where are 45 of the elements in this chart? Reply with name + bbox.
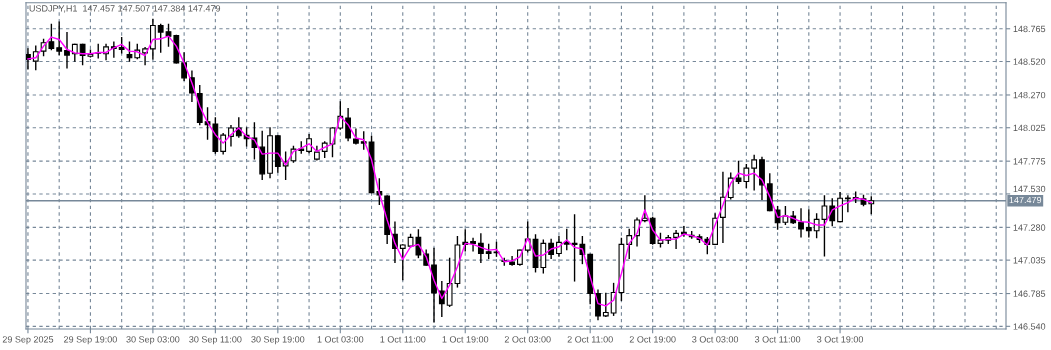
x-tick-label: 1 Oct 11:00 (380, 336, 426, 343)
y-tick-label: 148.520 (1013, 58, 1046, 65)
x-tick-label: 1 Oct 03:00 (317, 336, 364, 343)
y-tick-label: 148.025 (1013, 124, 1046, 132)
candlestick (548, 238, 555, 260)
x-tick-label: 1 Oct 19:00 (442, 336, 489, 343)
candlestick (157, 23, 164, 53)
candlestick (837, 191, 843, 223)
x-tick-label: 3 Oct 19:00 (817, 336, 864, 343)
x-tick-label: 29 Sep 2025 (2, 336, 54, 345)
candlestick (477, 233, 484, 264)
candlestick (805, 209, 812, 238)
candlestick (563, 228, 570, 251)
x-tick-label: 3 Oct 11:00 (754, 336, 801, 343)
candlestick (798, 208, 804, 238)
y-tick-label: 148.765 (1013, 25, 1046, 33)
candlestick (673, 230, 679, 250)
y-tick-label: 147.775 (1013, 158, 1046, 165)
y-tick-label: 147.035 (1013, 257, 1046, 264)
x-tick-label: 30 Sep 11:00 (189, 336, 242, 345)
ref-line-label: 147.479 (1009, 196, 1042, 204)
x-tick-label: 2 Oct 03:00 (504, 336, 551, 343)
candlestick (56, 21, 63, 56)
candlestick (64, 32, 70, 69)
x-tick-label: 2 Oct 19:00 (629, 336, 676, 343)
candlestick (829, 198, 836, 227)
y-tick-label: 148.270 (1013, 91, 1046, 99)
y-tick-label: 146.785 (1013, 290, 1046, 297)
x-tick-label: 3 Oct 03:00 (692, 336, 739, 343)
candlestick (470, 237, 476, 252)
candlestick (126, 41, 133, 62)
candlestick (602, 292, 609, 317)
candlestick (181, 52, 188, 81)
y-tick-label: 146.540 (1013, 323, 1046, 330)
x-tick-label: 30 Sep 19:00 (251, 336, 305, 345)
x-tick-label: 30 Sep 03:00 (126, 336, 180, 345)
x-tick-label: 2 Oct 11:00 (567, 336, 613, 343)
annotation: USDJPY,H1 147.457 147.507 147.384 147.479 (29, 5, 221, 13)
candlestick (844, 195, 851, 213)
x-tick-label: 29 Sep 19:00 (64, 336, 117, 345)
candlestick (345, 107, 352, 142)
candlestick (399, 244, 406, 281)
y-tick-label: 147.530 (1013, 185, 1046, 193)
y-tick-label: 147.280 (1013, 224, 1046, 231)
candlestick (751, 154, 758, 191)
